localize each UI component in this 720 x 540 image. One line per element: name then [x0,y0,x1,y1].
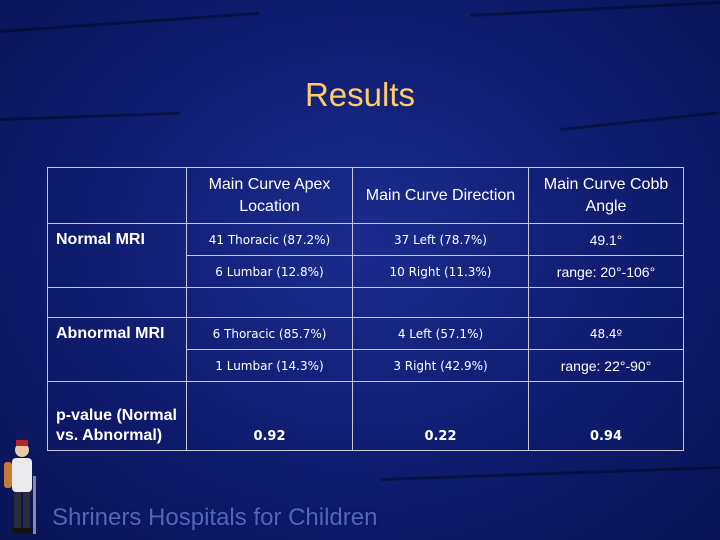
table-row: Abnormal MRI 6 Thoracic (85.7%) 4 Left (… [47,317,684,350]
cell-direction: 10 Right (11.3%) [352,255,529,288]
cell-direction: 4 Left (57.1%) [352,317,529,350]
slide-title: Results [304,76,416,113]
row-label-abnormal-mri: Abnormal MRI [47,317,187,350]
cell-direction: 3 Right (42.9%) [352,349,529,382]
results-table: Main Curve Apex Location Main Curve Dire… [47,167,684,451]
background-streak [559,111,720,131]
header-direction: Main Curve Direction [352,167,529,224]
spacer-row [47,287,684,318]
background-streak [379,466,720,481]
cell-cobb-pvalue: 0.94 [528,381,684,451]
spacer-cell [528,287,684,318]
cell-cobb: 49.1° [528,223,684,256]
cell-apex: 41 Thoracic (87.2%) [186,223,353,256]
spacer-cell [352,287,529,318]
spacer-cell [47,287,187,318]
footer-text: Shriners Hospitals for Children [52,504,378,531]
cell-direction-pvalue: 0.22 [352,381,529,451]
spacer-cell [186,287,353,318]
table-row: 1 Lumbar (14.3%) 3 Right (42.9%) range: … [47,349,684,382]
cell-apex: 6 Lumbar (12.8%) [186,255,353,288]
table-row: 6 Lumbar (12.8%) 10 Right (11.3%) range:… [47,255,684,288]
row-label-p-value: p-value (Normal vs. Abnormal) [47,381,187,451]
cell-cobb: range: 22°-90° [528,349,684,382]
header-apex-location: Main Curve Apex Location [186,167,353,224]
cell-cobb: range: 20°-106° [528,255,684,288]
cell-cobb: 48.4º [528,317,684,350]
cell-apex-pvalue: 0.92 [186,381,353,451]
header-cobb-angle: Main Curve Cobb Angle [528,167,684,224]
cell-apex: 6 Thoracic (85.7%) [186,317,353,350]
row-label-normal-mri: Normal MRI [47,223,187,256]
background-streak [0,11,260,33]
row-label-empty [47,349,187,382]
header-row: Main Curve Apex Location Main Curve Dire… [47,167,684,224]
header-empty-cell [47,167,187,224]
cell-apex: 1 Lumbar (14.3%) [186,349,353,382]
table-row: p-value (Normal vs. Abnormal) 0.92 0.22 … [47,381,684,451]
table-row: Normal MRI 41 Thoracic (87.2%) 37 Left (… [47,223,684,256]
background-streak [469,0,720,17]
row-label-empty [47,255,187,288]
cell-direction: 37 Left (78.7%) [352,223,529,256]
shriners-figure-icon [4,440,36,534]
